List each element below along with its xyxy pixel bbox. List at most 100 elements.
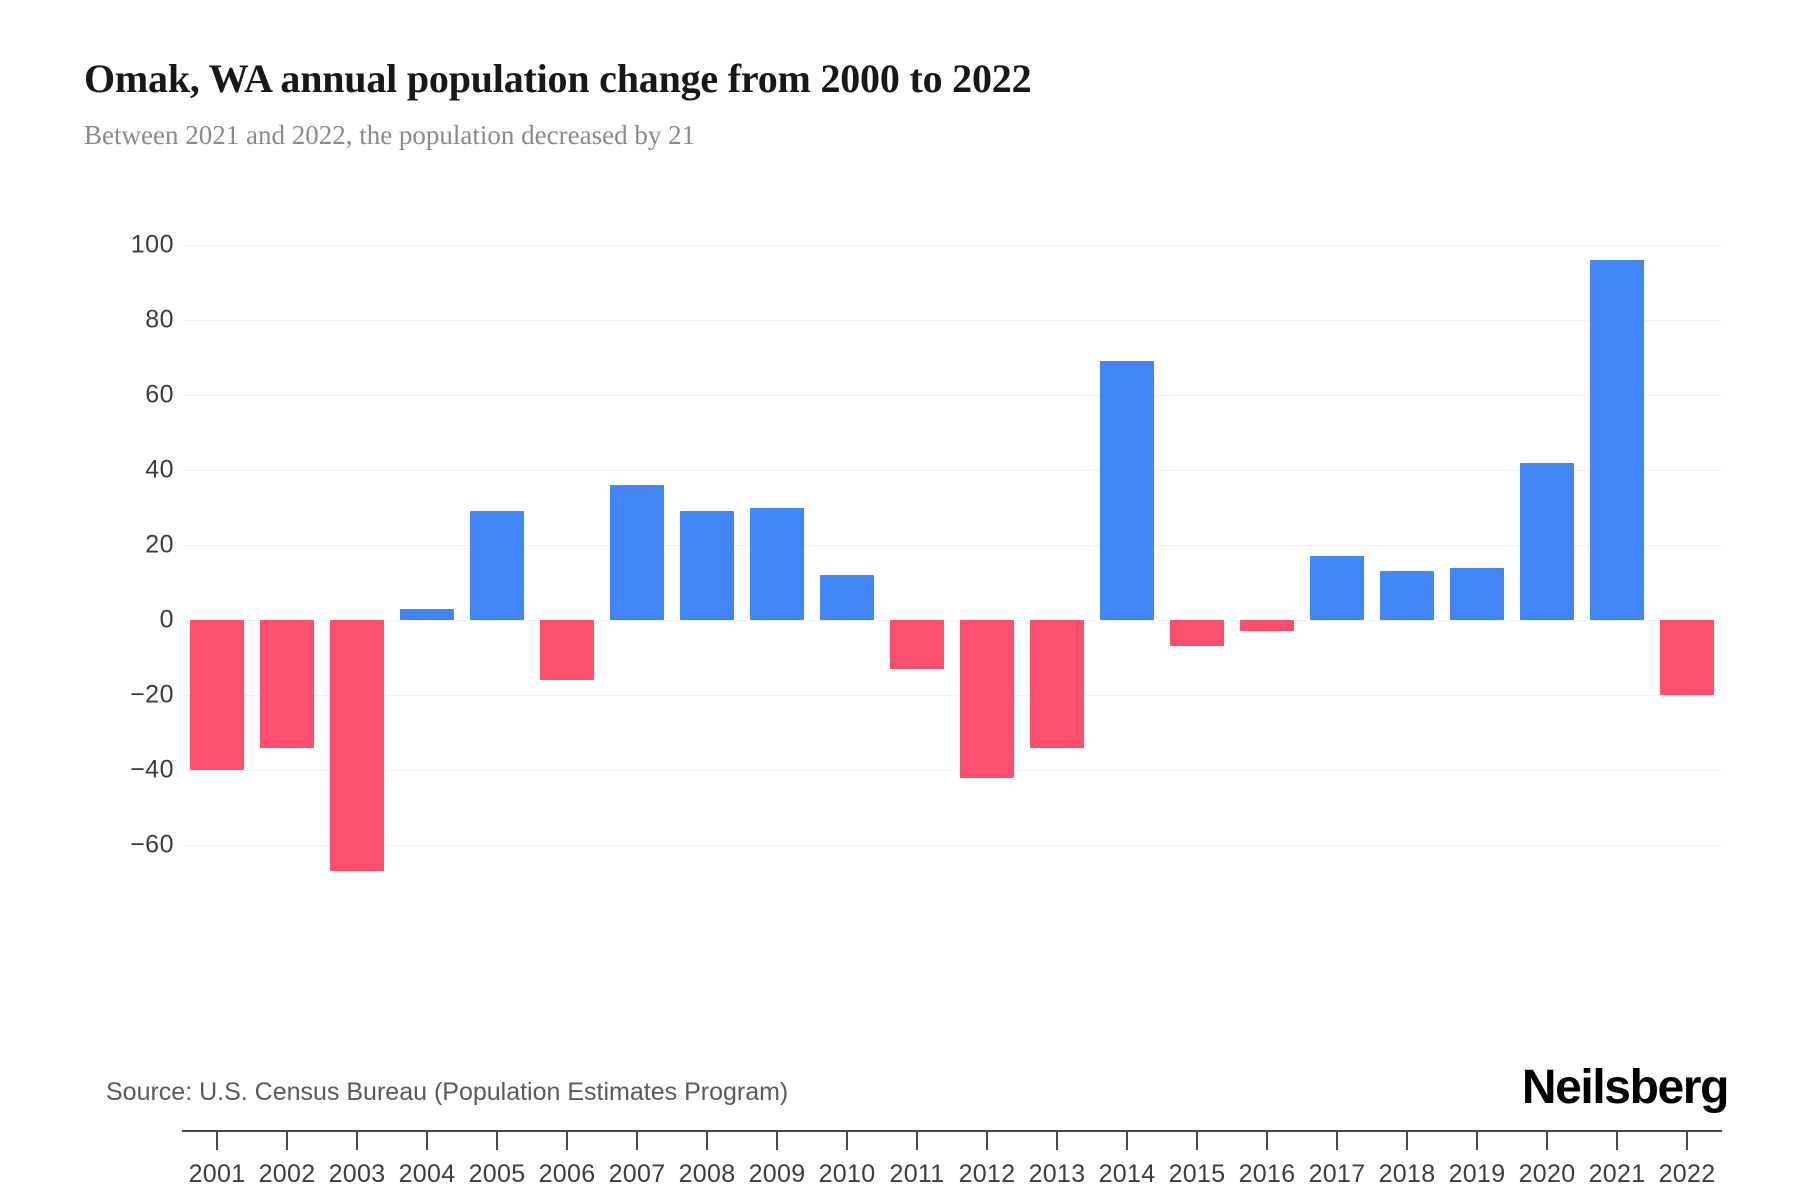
x-tick-mark [1336,1132,1338,1150]
bar-slot [812,230,882,890]
x-tick-mark [1266,1132,1268,1150]
bar-2019[interactable] [1450,567,1504,620]
x-tick-label: 2010 [818,1160,876,1188]
x-label-slot: 2013 [1022,1160,1092,1189]
bar-slot [952,230,1022,890]
x-tick [1372,1132,1442,1150]
gridline [182,770,1722,771]
bar-2011[interactable] [890,620,944,669]
x-tick [462,1132,532,1150]
bar-slot [1232,230,1302,890]
y-tick-label: 80 [145,305,174,334]
bar-2022[interactable] [1660,620,1714,695]
x-tick-label: 2001 [188,1160,246,1188]
bar-2017[interactable] [1310,556,1364,620]
x-tick-mark [1056,1132,1058,1150]
y-tick-label: 0 [159,605,174,634]
bar-2006[interactable] [540,620,594,680]
bar-2016[interactable] [1240,620,1294,632]
x-label-slot: 2014 [1092,1160,1162,1189]
bar-2020[interactable] [1520,462,1574,620]
bar-2004[interactable] [400,608,454,620]
x-tick [182,1132,252,1150]
x-tick [952,1132,1022,1150]
x-tick-mark [1126,1132,1128,1150]
bar-2014[interactable] [1100,361,1154,620]
x-axis-labels: 2001 2002 2003 2004 2005 2006 2007 2008 2009 2010… [182,1160,1722,1189]
x-tick [1162,1132,1232,1150]
x-tick-label: 2013 [1028,1160,1086,1188]
bar-2015[interactable] [1170,620,1224,647]
x-tick-label: 2012 [958,1160,1016,1188]
x-tick-label: 2008 [678,1160,736,1188]
x-tick-label: 2019 [1448,1160,1506,1188]
x-tick-label: 2004 [398,1160,456,1188]
plot-area: 100 80 60 40 20 0 −20 −40 −60 2001 2002 2003 2004 20… [0,230,1800,1188]
brand-logo: Neilsberg [1521,1061,1730,1114]
x-tick-label: 2018 [1378,1160,1436,1188]
x-tick-label: 2021 [1588,1160,1646,1188]
x-tick-mark [1196,1132,1198,1150]
x-tick-mark [1616,1132,1618,1150]
x-tick [812,1132,882,1150]
y-tick-label: 100 [130,230,174,259]
bar-2005[interactable] [470,511,524,620]
bar-2013[interactable] [1030,620,1084,748]
bar-slot [672,230,742,890]
x-tick [602,1132,672,1150]
bar-2018[interactable] [1380,571,1434,620]
y-axis: 100 80 60 40 20 0 −20 −40 −60 [84,230,174,890]
gridline [182,620,1722,621]
x-tick-mark [216,1132,218,1150]
x-label-slot: 2006 [532,1160,602,1189]
gridline [182,395,1722,396]
bar-2007[interactable] [610,485,664,620]
bar-2008[interactable] [680,511,734,620]
x-tick-mark [706,1132,708,1150]
x-tick-label: 2003 [328,1160,386,1188]
x-tick-label: 2017 [1308,1160,1366,1188]
x-tick [672,1132,742,1150]
y-tick-label: 40 [145,455,174,484]
bar-2010[interactable] [820,575,874,620]
bar-series [182,230,1722,890]
bar-2009[interactable] [750,507,804,620]
x-label-slot: 2018 [1372,1160,1442,1189]
x-tick-mark [356,1132,358,1150]
x-tick-mark [916,1132,918,1150]
x-label-slot: 2015 [1162,1160,1232,1189]
x-label-slot: 2016 [1232,1160,1302,1189]
bar-slot [742,230,812,890]
gridline [182,320,1722,321]
bar-slot [1442,230,1512,890]
x-tick [1092,1132,1162,1150]
x-tick-label: 2011 [889,1160,945,1188]
x-tick-label: 2015 [1168,1160,1226,1188]
gridline [182,845,1722,846]
x-tick-mark [286,1132,288,1150]
bar-slot [1652,230,1722,890]
bar-2002[interactable] [260,620,314,748]
gridline [182,470,1722,471]
gridline [182,245,1722,246]
gridline [182,695,1722,696]
bar-2012[interactable] [960,620,1014,778]
x-label-slot: 2003 [322,1160,392,1189]
bar-2001[interactable] [190,620,244,770]
x-tick-mark [846,1132,848,1150]
bar-slot [1092,230,1162,890]
x-axis-ticks [182,1132,1722,1150]
bar-slot [392,230,462,890]
bar-slot [602,230,672,890]
bar-2021[interactable] [1590,260,1644,620]
x-tick-label: 2016 [1238,1160,1296,1188]
x-tick-mark [566,1132,568,1150]
bar-2003[interactable] [330,620,384,872]
x-label-slot: 2020 [1512,1160,1582,1189]
y-tick-label: 20 [145,530,174,559]
x-tick-mark [1686,1132,1688,1150]
x-tick [1652,1132,1722,1150]
gridline [182,545,1722,546]
y-tick-label: −40 [130,755,174,784]
x-label-slot: 2010 [812,1160,882,1189]
